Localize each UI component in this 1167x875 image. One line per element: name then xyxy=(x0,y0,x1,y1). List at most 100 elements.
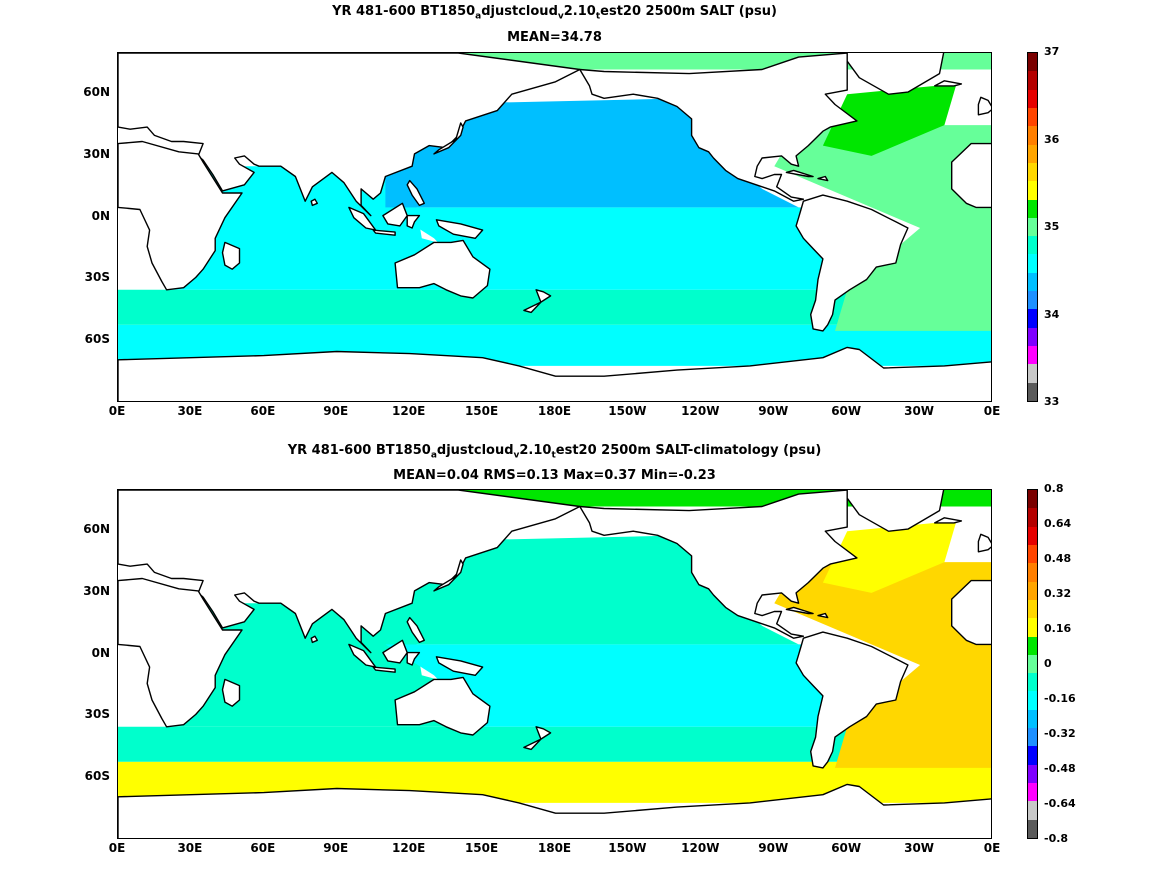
colorbar-segment xyxy=(1028,709,1037,729)
colorbar-label: 0.8 xyxy=(1044,482,1064,495)
lon-tick-label: 30W xyxy=(904,841,935,855)
land-uk xyxy=(977,533,991,553)
colorbar-label: 35 xyxy=(1044,220,1060,233)
colorbar-segment xyxy=(1028,581,1037,600)
land-srilanka xyxy=(310,635,319,644)
land-iceland xyxy=(934,80,963,87)
land-greenland xyxy=(846,490,945,532)
land-na xyxy=(579,490,858,639)
colorbar-segment xyxy=(1028,490,1037,509)
lon-tick-label: 30E xyxy=(177,404,203,418)
panel-2-colorbar xyxy=(1027,489,1038,839)
land-africa xyxy=(118,577,243,728)
land-newzealand xyxy=(523,289,552,314)
lon-tick-label: 90W xyxy=(758,841,789,855)
colorbar-segment xyxy=(1028,673,1037,692)
land-srilanka xyxy=(310,198,319,207)
lat-tick-label: 0N xyxy=(91,208,110,223)
land-australia xyxy=(394,676,491,736)
land-madagascar xyxy=(221,241,241,270)
lon-tick-label: 0E xyxy=(108,841,126,855)
field-south-band xyxy=(118,726,991,762)
colorbar-label: -0.16 xyxy=(1044,692,1076,705)
colorbar-label: -0.48 xyxy=(1044,762,1076,775)
land-hispaniola xyxy=(817,612,829,619)
land-greenland xyxy=(846,53,945,95)
land-borneo xyxy=(382,202,408,227)
field-pacific-band xyxy=(385,207,823,290)
colorbar-label: -0.64 xyxy=(1044,797,1076,810)
lat-tick-label: 30S xyxy=(84,270,110,285)
colorbar-segment xyxy=(1028,728,1037,747)
field-atlantic xyxy=(774,562,991,768)
panel-2-map-canvas xyxy=(118,490,991,838)
colorbar-label: 33 xyxy=(1044,395,1060,408)
colorbar-segment xyxy=(1028,217,1037,237)
colorbar-label: -0.8 xyxy=(1044,832,1069,845)
colorbar-segment xyxy=(1028,346,1037,365)
lat-tick-label: 60N xyxy=(83,522,110,537)
panel-2-map xyxy=(117,489,992,839)
colorbar-segment xyxy=(1028,53,1037,72)
colorbar-segment xyxy=(1028,144,1037,163)
lat-tick-label: 30N xyxy=(83,146,110,161)
panel-1-map xyxy=(117,52,992,402)
land-africa xyxy=(118,140,243,291)
land-newguinea xyxy=(435,656,484,677)
colorbar-segment xyxy=(1028,89,1037,108)
colorbar-segment xyxy=(1028,236,1037,255)
lat-tick-label: 30S xyxy=(84,707,110,722)
field-atlantic xyxy=(774,125,991,331)
colorbar-segment xyxy=(1028,181,1037,200)
lon-tick-label: 150W xyxy=(608,841,647,855)
colorbar-label: -0.32 xyxy=(1044,727,1076,740)
land-cuba xyxy=(785,169,814,178)
panel-1-subtitle: MEAN=34.78 xyxy=(507,30,602,45)
lon-tick-label: 0E xyxy=(983,841,1001,855)
colorbar-segment xyxy=(1028,691,1037,710)
colorbar-segment xyxy=(1028,107,1037,127)
land-newzealand xyxy=(523,726,552,751)
panel-1-colorbar xyxy=(1027,52,1038,402)
land-newguinea xyxy=(435,219,484,240)
lon-tick-label: 0E xyxy=(108,404,126,418)
land-borneo xyxy=(382,639,408,664)
colorbar-label: 0.32 xyxy=(1044,587,1072,600)
colorbar-segment xyxy=(1028,801,1037,820)
lon-tick-label: 90W xyxy=(758,404,789,418)
field-atlantic-core xyxy=(822,83,957,156)
colorbar-label: 0 xyxy=(1044,657,1052,670)
colorbar-segment xyxy=(1028,327,1037,346)
land-sulawesi xyxy=(406,214,421,229)
colorbar-segment xyxy=(1028,272,1037,292)
land-na xyxy=(579,53,858,202)
lon-tick-label: 120E xyxy=(392,841,426,855)
land-antarctica xyxy=(118,346,991,401)
lat-tick-label: 60N xyxy=(83,85,110,100)
land-iceland xyxy=(934,517,963,524)
colorbar-segment xyxy=(1028,764,1037,783)
colorbar-label: 0.16 xyxy=(1044,622,1072,635)
panel-1-title: YR 481-600 BT1850adjustcloudv2.10test20 … xyxy=(332,4,777,22)
lon-tick-label: 180E xyxy=(537,404,572,418)
colorbar-segment xyxy=(1028,162,1037,182)
colorbar-segment xyxy=(1028,654,1037,674)
lon-tick-label: 60W xyxy=(831,404,862,418)
lon-tick-label: 60E xyxy=(250,841,276,855)
colorbar-segment xyxy=(1028,382,1037,401)
land-sumatra xyxy=(348,643,377,668)
lat-tick-label: 0N xyxy=(91,645,110,660)
lon-tick-label: 30E xyxy=(177,841,203,855)
lon-tick-label: 0E xyxy=(983,404,1001,418)
colorbar-segment xyxy=(1028,783,1037,802)
colorbar-segment xyxy=(1028,291,1037,310)
field-pacific-band xyxy=(385,644,823,727)
land-sulawesi xyxy=(406,651,421,666)
lon-tick-label: 60W xyxy=(831,841,862,855)
land-philippines xyxy=(406,179,425,207)
colorbar-label: 0.64 xyxy=(1044,517,1072,530)
colorbar-segment xyxy=(1028,544,1037,564)
colorbar-segment xyxy=(1028,309,1037,328)
field-south-band xyxy=(118,289,991,325)
colorbar-segment xyxy=(1028,618,1037,637)
